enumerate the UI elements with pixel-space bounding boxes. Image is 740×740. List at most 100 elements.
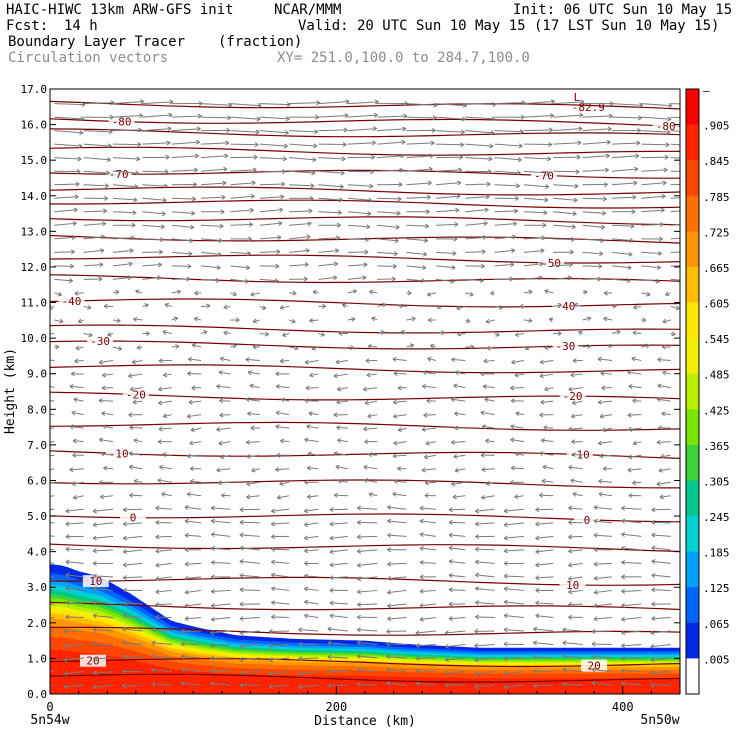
vector-arrowhead <box>591 682 596 686</box>
vector-arrow <box>69 425 84 429</box>
vector-arrowhead <box>519 131 524 135</box>
vector-arrowhead <box>327 656 332 660</box>
contour-label-bg <box>552 300 579 313</box>
vector-arrowhead <box>128 412 133 416</box>
vector-arrowhead <box>206 305 211 309</box>
vector-arrow <box>465 143 494 147</box>
vector-arrowhead <box>658 238 663 242</box>
vector-arrowhead <box>474 686 479 690</box>
vector-arrowhead <box>421 280 426 284</box>
vector-arrowhead <box>122 509 127 513</box>
vector-arrowhead <box>440 330 445 334</box>
vector-arrowhead <box>545 184 550 188</box>
vector-arrowhead <box>356 653 362 657</box>
contour-label: -50 <box>541 257 561 270</box>
contour-label-bg <box>122 388 149 401</box>
vector-arrowhead <box>608 113 613 117</box>
vector-arrowhead <box>545 186 550 190</box>
vector-arrowhead <box>247 411 252 414</box>
vector-arrowhead <box>157 441 162 445</box>
vector-arrowhead <box>180 643 185 647</box>
vector-arrowhead <box>151 669 156 673</box>
vector-arrowhead <box>253 156 258 160</box>
vector-arrow <box>184 589 202 594</box>
vector-arrowhead <box>92 537 97 541</box>
vector-arrowhead <box>117 348 122 351</box>
vector-arrow <box>335 360 348 363</box>
vector-arrowhead <box>161 213 166 217</box>
y-tick-label: 3.0 <box>27 581 47 594</box>
vector-arrowhead <box>423 240 428 243</box>
vector-arrowhead <box>456 308 461 311</box>
vector-arrow <box>448 574 466 578</box>
vector-arrowhead <box>65 600 70 603</box>
vector-arrowhead <box>663 167 668 171</box>
colorbar-label: .005 <box>703 653 730 666</box>
vector-arrowhead <box>368 452 373 455</box>
vector-arrow <box>598 480 613 483</box>
vector-arrowhead <box>102 223 107 227</box>
vector-arrow <box>201 182 227 186</box>
vector-arrowhead <box>345 101 350 105</box>
vector-arrowhead <box>628 429 633 432</box>
vector-arrowhead <box>122 683 126 687</box>
vector-arrowhead <box>486 345 491 350</box>
vector-arrowhead <box>444 684 449 688</box>
vector-arrowhead <box>304 437 309 440</box>
vector-arrow <box>171 317 178 321</box>
vector-arrowhead <box>133 318 137 322</box>
vector-arrowhead <box>70 249 75 253</box>
vector-arrowhead <box>71 412 76 416</box>
x-tick-label: 400 <box>612 700 634 714</box>
vector-arrowhead <box>603 316 608 319</box>
vector-arrowhead <box>628 254 633 257</box>
vector-arrow <box>201 103 232 106</box>
vector-arrow <box>465 196 490 199</box>
vector-arrowhead <box>218 371 223 376</box>
vector-arrowhead <box>249 209 254 213</box>
vector-arrowhead <box>454 470 460 473</box>
vector-arrowhead <box>366 372 371 376</box>
vector-arrow <box>419 561 436 564</box>
vector-arrowhead <box>223 307 228 310</box>
vector-arrowhead <box>72 440 77 444</box>
vector-arrowhead <box>136 156 141 160</box>
vector-arrow <box>230 278 249 283</box>
vector-arrowhead <box>650 632 655 636</box>
vector-arrow <box>259 305 267 310</box>
vector-arrowhead <box>210 655 215 659</box>
vector-arrow <box>259 116 290 120</box>
vector-arrowhead <box>322 305 326 309</box>
vector-arrow <box>641 278 660 283</box>
vector-arrowhead <box>210 619 216 622</box>
vector-arrowhead <box>627 371 632 375</box>
vector-arrowhead <box>304 550 309 554</box>
vector-arrow <box>651 508 671 511</box>
vector-arrowhead <box>568 466 573 470</box>
vector-arrow <box>593 589 613 594</box>
vector-arrowhead <box>103 208 108 212</box>
vector-arrow <box>553 264 573 267</box>
vector-arrowhead <box>161 211 166 215</box>
vector-arrowhead <box>162 331 167 335</box>
vector-arrow <box>329 535 348 539</box>
vector-arrow <box>387 520 407 524</box>
vector-arrow <box>377 128 407 132</box>
fcst-value: 14 h <box>64 18 98 34</box>
vector-arrow <box>184 506 202 510</box>
vector-arrowhead <box>528 320 533 323</box>
x-left-location: 5n54w <box>30 713 69 728</box>
vector-arrow <box>161 493 172 497</box>
vector-arrow <box>593 534 613 537</box>
vector-arrowhead <box>451 267 456 270</box>
vector-arrowhead <box>99 482 104 485</box>
vector-arrowhead <box>421 429 426 432</box>
vector-arrowhead <box>163 374 168 378</box>
vector-arrowhead <box>567 275 572 278</box>
vector-arrow <box>611 142 640 145</box>
vector-arrowhead <box>511 234 517 238</box>
vector-arrow <box>347 276 367 280</box>
vector-arrow <box>535 602 554 605</box>
vector-arrowhead <box>174 317 179 322</box>
vector-arrowhead <box>550 99 555 102</box>
